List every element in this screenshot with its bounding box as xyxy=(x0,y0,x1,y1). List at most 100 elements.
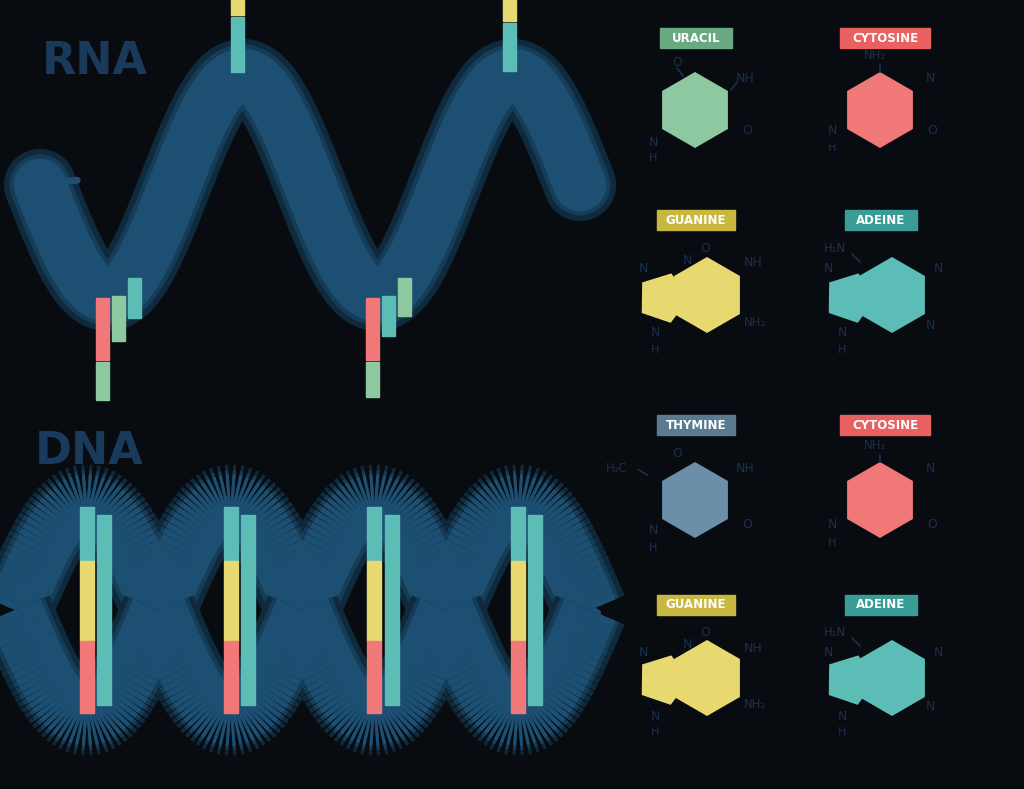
Text: O: O xyxy=(700,626,710,638)
Bar xyxy=(112,296,125,341)
Bar xyxy=(845,595,918,615)
Text: H: H xyxy=(827,143,837,153)
Text: N: N xyxy=(933,645,943,659)
Polygon shape xyxy=(859,640,925,716)
Bar xyxy=(511,561,525,641)
Polygon shape xyxy=(674,257,740,333)
Text: URACIL: URACIL xyxy=(672,32,720,44)
Text: DNA: DNA xyxy=(35,430,143,473)
Text: H: H xyxy=(649,153,657,163)
Text: CYTOSINE: CYTOSINE xyxy=(852,418,919,432)
Text: N: N xyxy=(650,326,659,338)
Bar xyxy=(368,507,381,561)
Bar xyxy=(504,0,516,21)
Text: N: N xyxy=(838,709,847,723)
Polygon shape xyxy=(674,640,740,716)
Text: N: N xyxy=(823,645,833,659)
Text: NH: NH xyxy=(735,72,755,84)
Text: H: H xyxy=(838,727,846,737)
Text: THYMINE: THYMINE xyxy=(666,418,726,432)
Text: O: O xyxy=(700,241,710,255)
Bar xyxy=(223,561,238,641)
Text: N: N xyxy=(650,709,659,723)
Bar xyxy=(398,278,411,316)
Bar xyxy=(230,17,244,72)
Bar xyxy=(95,298,109,360)
Bar xyxy=(366,362,379,397)
Text: N: N xyxy=(682,253,691,267)
Bar xyxy=(840,415,930,435)
Bar xyxy=(128,278,141,318)
Text: ADEINE: ADEINE xyxy=(856,214,905,226)
Text: N: N xyxy=(638,261,648,275)
Polygon shape xyxy=(642,274,689,323)
Text: N: N xyxy=(823,261,833,275)
Bar xyxy=(80,561,94,641)
Bar xyxy=(366,298,379,360)
Text: CYTOSINE: CYTOSINE xyxy=(852,32,919,44)
Text: N: N xyxy=(926,462,935,474)
Text: N: N xyxy=(838,326,847,338)
Text: O: O xyxy=(927,124,937,136)
Polygon shape xyxy=(828,656,876,705)
Bar xyxy=(97,514,112,705)
Text: H: H xyxy=(651,345,659,355)
Text: GUANINE: GUANINE xyxy=(666,214,726,226)
Bar xyxy=(511,641,525,713)
Bar xyxy=(657,595,735,615)
Text: O: O xyxy=(672,55,682,69)
Text: N: N xyxy=(926,700,935,712)
Text: GUANINE: GUANINE xyxy=(666,599,726,611)
Bar xyxy=(385,514,398,705)
Bar xyxy=(95,362,109,400)
Bar xyxy=(657,415,735,435)
Text: NH: NH xyxy=(743,641,763,655)
Polygon shape xyxy=(663,462,728,538)
Polygon shape xyxy=(847,72,913,148)
Text: N: N xyxy=(648,523,657,537)
Polygon shape xyxy=(859,257,925,333)
Text: N: N xyxy=(926,319,935,331)
Text: H₃C: H₃C xyxy=(606,462,628,474)
Text: N: N xyxy=(926,72,935,84)
Text: N: N xyxy=(682,638,691,652)
Text: N: N xyxy=(827,124,837,136)
Polygon shape xyxy=(828,274,876,323)
Bar xyxy=(230,0,244,15)
Text: NH: NH xyxy=(735,462,755,474)
Bar xyxy=(80,507,94,561)
Bar xyxy=(368,561,381,641)
Bar xyxy=(660,28,732,48)
Bar xyxy=(382,296,395,335)
Bar xyxy=(504,23,516,71)
Text: NH₂: NH₂ xyxy=(864,48,886,62)
Text: O: O xyxy=(672,447,682,459)
Text: H: H xyxy=(827,538,837,548)
Text: H: H xyxy=(651,727,659,737)
Bar xyxy=(368,641,381,713)
Bar xyxy=(528,514,543,705)
Text: NH₂: NH₂ xyxy=(743,316,766,328)
Text: RNA: RNA xyxy=(42,40,148,83)
Text: NH: NH xyxy=(743,256,763,270)
Text: NH₂: NH₂ xyxy=(743,698,766,712)
Text: N: N xyxy=(648,136,657,148)
Text: O: O xyxy=(742,124,752,136)
Text: ADEINE: ADEINE xyxy=(856,599,905,611)
Text: N: N xyxy=(638,645,648,659)
Polygon shape xyxy=(847,462,913,538)
Text: O: O xyxy=(927,518,937,532)
Text: N: N xyxy=(933,261,943,275)
Text: H: H xyxy=(838,345,846,355)
Bar xyxy=(80,641,94,713)
Text: O: O xyxy=(742,518,752,532)
Polygon shape xyxy=(663,72,728,148)
Text: H₂N: H₂N xyxy=(824,626,846,638)
Text: H₂N: H₂N xyxy=(824,241,846,255)
Text: H: H xyxy=(649,543,657,553)
Bar xyxy=(223,641,238,713)
Bar xyxy=(511,507,525,561)
Bar xyxy=(845,210,918,230)
Text: NH₂: NH₂ xyxy=(864,439,886,451)
Polygon shape xyxy=(642,656,689,705)
